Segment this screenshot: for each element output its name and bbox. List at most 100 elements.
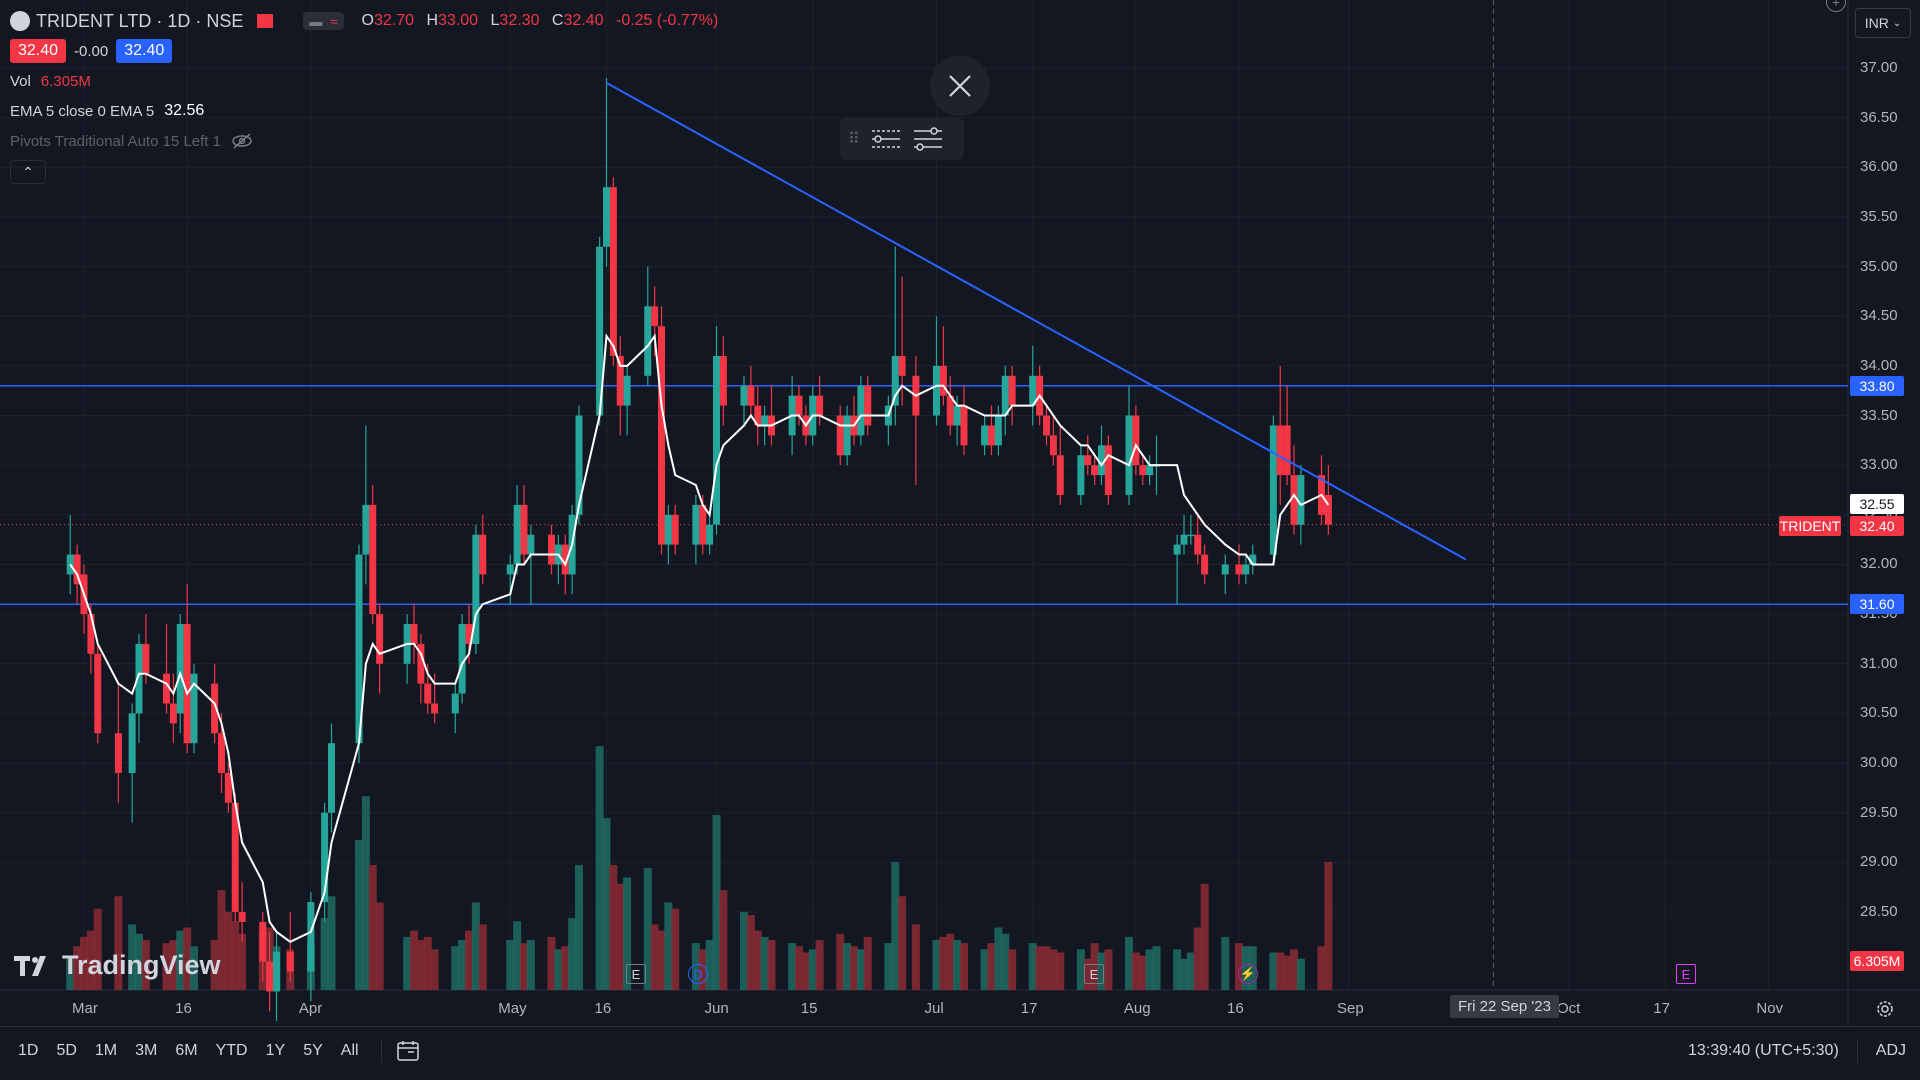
- range-button-5d[interactable]: 5D: [56, 1042, 77, 1059]
- range-button-5y[interactable]: 5Y: [303, 1042, 323, 1059]
- candle-body: [321, 812, 329, 903]
- ema-label[interactable]: EMA 5 close 0 EMA 5: [10, 102, 155, 120]
- volume-bar: [1097, 952, 1106, 990]
- earnings-marker[interactable]: E: [1084, 964, 1104, 984]
- volume-bar: [183, 927, 192, 990]
- range-button-3m[interactable]: 3M: [135, 1042, 158, 1059]
- candle-body: [1276, 425, 1284, 476]
- line-settings-icon[interactable]: [870, 125, 902, 153]
- vol-value: 6.305M: [40, 72, 91, 90]
- candle-body: [513, 504, 521, 565]
- volume-bar: [836, 933, 845, 990]
- market-status-pill[interactable]: ▬ ≈: [303, 12, 344, 30]
- range-button-1y[interactable]: 1Y: [265, 1042, 286, 1059]
- candle-body: [816, 395, 824, 416]
- volume-bar: [1283, 955, 1292, 990]
- candle-body: [465, 624, 473, 644]
- price-tick-label: 33.00: [1860, 456, 1898, 474]
- candle-body: [699, 504, 707, 545]
- pivots-label[interactable]: Pivots Traditional Auto 15 Left 1: [10, 132, 221, 150]
- volume-bar: [719, 890, 728, 990]
- time-tick-label: Oct: [1557, 1000, 1581, 1017]
- tradingview-watermark[interactable]: TradingView: [14, 950, 221, 981]
- volume-bar: [767, 940, 776, 990]
- candle-body: [1084, 455, 1092, 466]
- volume-bar: [471, 902, 480, 990]
- dividend-marker[interactable]: D: [688, 964, 708, 984]
- earnings-marker[interactable]: E: [1676, 964, 1696, 984]
- lower-line-price-tag: 31.60: [1850, 594, 1904, 614]
- clock-timezone[interactable]: 13:39:40 (UTC+5:30): [1688, 1042, 1839, 1059]
- volume-bar: [1138, 955, 1147, 990]
- volume-bar: [217, 890, 226, 990]
- volume-bar: [210, 940, 219, 990]
- spread-value: -0.00: [74, 42, 109, 60]
- volume-bar: [547, 936, 556, 990]
- settings-gear-icon[interactable]: [1874, 998, 1896, 1020]
- volume-bar: [520, 943, 528, 990]
- candle-body: [671, 514, 679, 545]
- eye-hidden-icon[interactable]: [231, 132, 253, 150]
- symbol-title[interactable]: TRIDENT LTD · 1D · NSE: [36, 10, 244, 31]
- volume-bar: [93, 908, 102, 990]
- volume-bar: [671, 908, 680, 990]
- candle-body: [224, 772, 232, 803]
- price-change: -0.25 (-0.77%): [615, 12, 719, 29]
- upper-line-price-tag: 33.80: [1850, 376, 1904, 396]
- volume-bar: [506, 940, 515, 990]
- candle-body: [1235, 564, 1243, 575]
- price-tick-label: 37.00: [1860, 59, 1898, 76]
- currency-selector[interactable]: INR ⌄: [1855, 8, 1911, 38]
- candle-body: [1139, 465, 1147, 476]
- candle-body: [369, 504, 377, 615]
- adj-toggle[interactable]: ADJ: [1875, 1042, 1906, 1059]
- sell-price-button[interactable]: 32.40: [10, 39, 67, 63]
- range-button-ytd[interactable]: YTD: [215, 1042, 248, 1059]
- candle-body: [960, 405, 968, 446]
- line-style-icon[interactable]: [912, 125, 944, 153]
- range-buttons: 1D 5D 1M 3M 6M YTD 1Y 5Y All: [0, 1042, 359, 1060]
- volume-bar: [602, 818, 611, 990]
- minus-icon: ▬: [309, 13, 323, 29]
- buy-price-button[interactable]: 32.40: [116, 39, 173, 63]
- flag-icon[interactable]: [257, 14, 274, 28]
- range-button-all[interactable]: All: [340, 1042, 359, 1059]
- price-tick-label: 31.00: [1860, 654, 1898, 672]
- range-button-1m[interactable]: 1M: [94, 1042, 118, 1059]
- lightning-icon[interactable]: ⚡: [1238, 964, 1258, 984]
- volume-bar: [128, 924, 137, 990]
- candle-body: [1249, 554, 1257, 565]
- candle-body: [561, 544, 569, 575]
- candle-body: [761, 415, 769, 426]
- range-button-1d[interactable]: 1D: [18, 1042, 39, 1059]
- calendar-goto-icon[interactable]: [396, 1039, 420, 1063]
- candle-body: [988, 425, 995, 446]
- drag-handle-icon[interactable]: ⠿: [848, 131, 860, 148]
- symbol-logo-icon[interactable]: [10, 11, 30, 31]
- volume-bar: [815, 940, 824, 990]
- collapse-legend-button[interactable]: ⌃: [10, 160, 46, 184]
- tradingview-logo-icon: [14, 955, 46, 976]
- range-button-6m[interactable]: 6M: [175, 1042, 198, 1059]
- close-icon: [949, 75, 971, 97]
- trendline: [606, 82, 1467, 561]
- candle-body: [1132, 415, 1140, 466]
- candle-body: [616, 355, 624, 406]
- volume-bar: [554, 949, 563, 990]
- volume-bar: [808, 949, 817, 990]
- volume-bar: [1276, 952, 1285, 990]
- vol-label[interactable]: Vol: [10, 72, 31, 90]
- candle-body: [273, 951, 280, 992]
- close-button[interactable]: [930, 56, 990, 116]
- volume-bar: [86, 930, 95, 990]
- candle-body: [520, 504, 528, 555]
- candle-body: [169, 703, 177, 724]
- candle-body: [163, 673, 170, 704]
- volume-bar: [355, 840, 363, 990]
- candle-body: [1056, 455, 1064, 495]
- earnings-marker[interactable]: E: [626, 964, 646, 984]
- candle-body: [836, 415, 844, 456]
- volume-bar: [320, 918, 329, 990]
- candle-body: [994, 415, 1002, 446]
